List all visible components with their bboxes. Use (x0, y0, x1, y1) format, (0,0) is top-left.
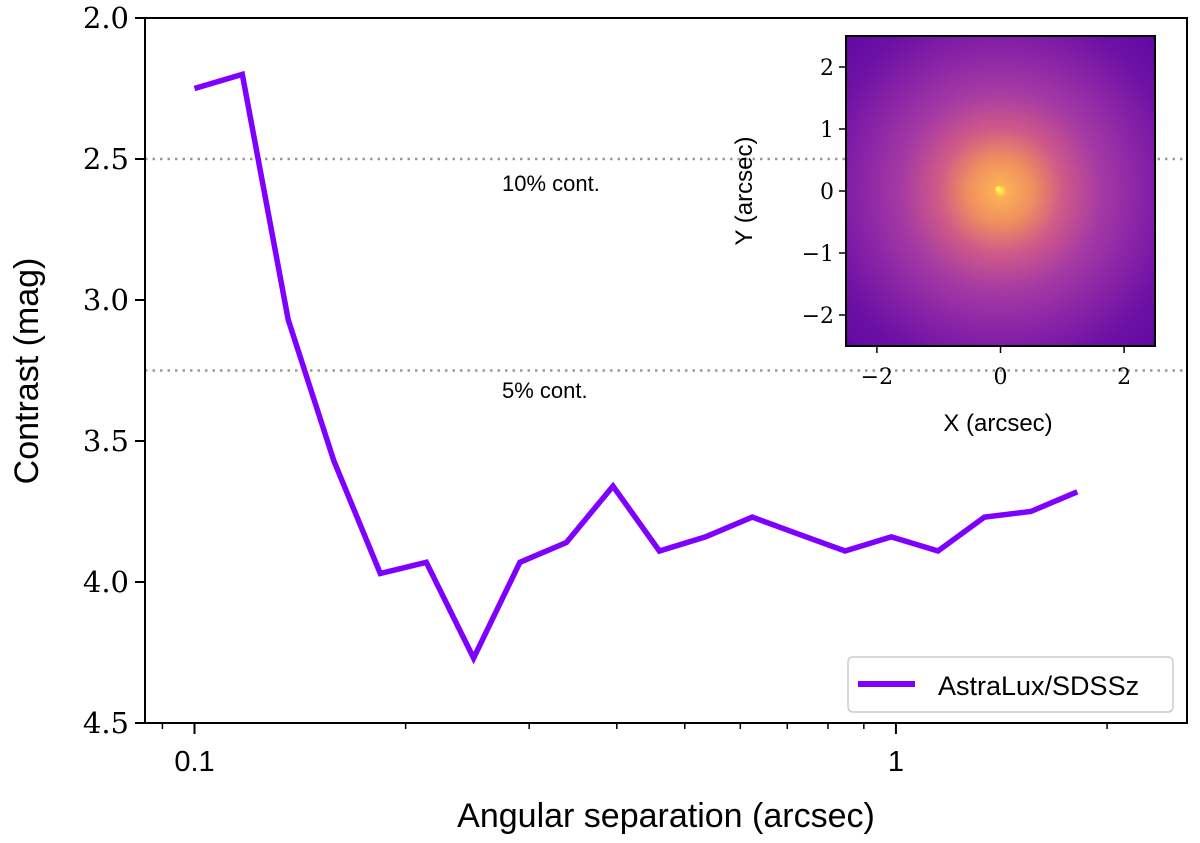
inset-plot: −2 0 2 −2 −1 0 1 2 X (arcsec) Y (arcsec) (731, 35, 1156, 437)
inset-psf-image (846, 36, 1155, 346)
inset-peak-dot (995, 186, 1001, 192)
inset-x-ticks: −2 0 2 (861, 346, 1131, 390)
legend: AstraLux/SDSSz (847, 656, 1174, 713)
inset-y-tick-label: 0 (820, 180, 834, 205)
inset-x-tick-label: −2 (861, 365, 893, 390)
inset-y-label: Y (arcsec) (731, 137, 758, 246)
inset-y-tick-label: −2 (802, 304, 834, 329)
series-line-0 (193, 70, 1079, 665)
y-tick-label: 2.5 (83, 142, 129, 176)
y-axis-label: Contrast (mag) (8, 258, 46, 485)
x-axis-ticks: 0.1 1 (161, 723, 1108, 778)
inset-x-label: X (arcsec) (943, 410, 1052, 437)
inset-x-tick-label: 0 (994, 365, 1008, 390)
y-tick-label: 3.0 (83, 283, 129, 317)
reference-lines (145, 157, 1187, 372)
data-series (193, 70, 1079, 665)
x-tick-label: 0.1 (174, 746, 214, 778)
legend-label: AstraLux/SDSSz (938, 671, 1139, 701)
x-tick-label: 1 (888, 746, 904, 778)
x-axis-label: Angular separation (arcsec) (457, 797, 875, 835)
inset-y-ticks: −2 −1 0 1 2 (802, 56, 846, 329)
ref-label-10pct: 10% cont. (502, 171, 600, 196)
legend-box (847, 656, 1174, 713)
inset-x-tick-label: 2 (1117, 365, 1131, 390)
y-axis-ticks: 2.0 2.5 3.0 3.5 4.0 4.5 (83, 1, 145, 740)
inset-y-tick-label: 2 (820, 56, 834, 81)
plot-frame (144, 17, 1188, 724)
y-tick-label: 4.0 (83, 565, 129, 599)
ref-label-5pct: 5% cont. (502, 378, 588, 403)
y-tick-label: 4.5 (83, 706, 129, 740)
y-tick-label: 3.5 (83, 424, 129, 458)
y-tick-label: 2.0 (83, 1, 129, 35)
inset-y-tick-label: 1 (820, 118, 834, 143)
inset-y-tick-label: −1 (802, 242, 834, 267)
